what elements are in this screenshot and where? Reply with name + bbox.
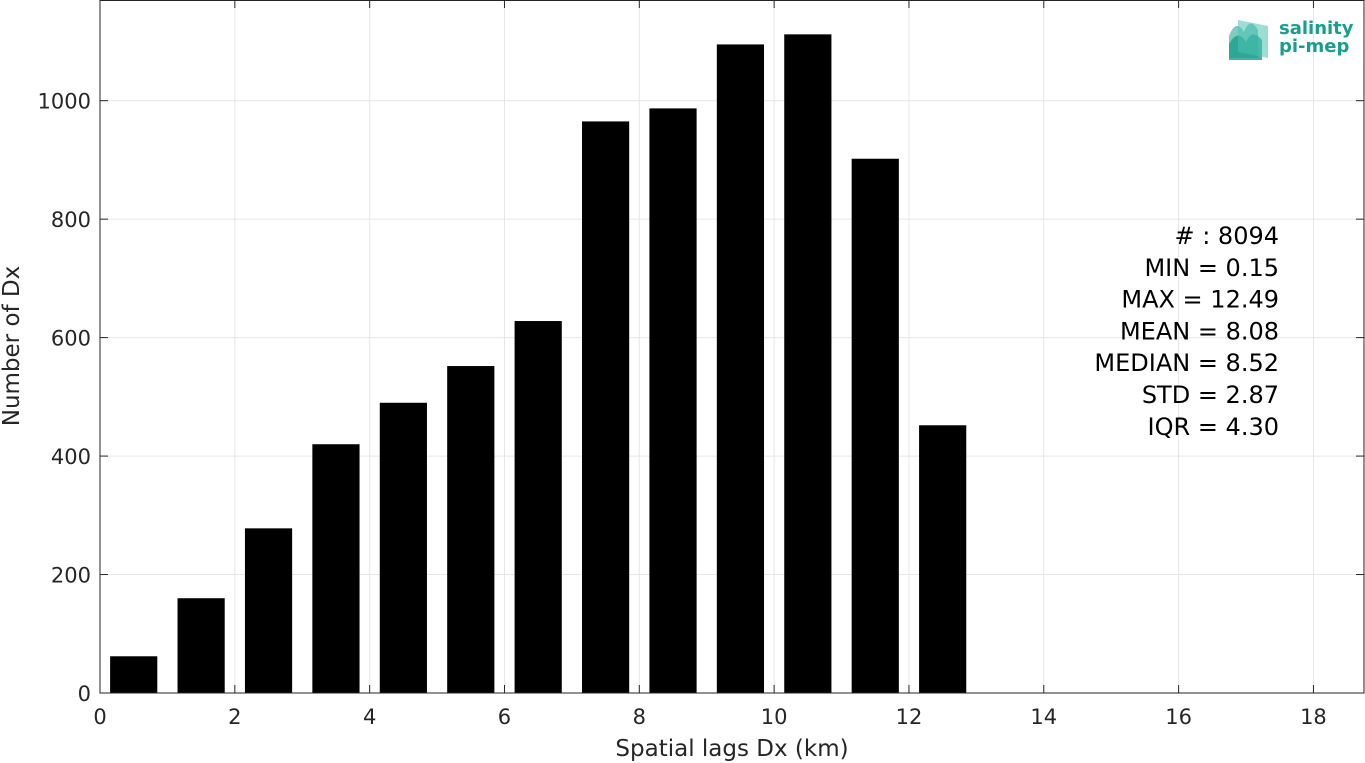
plot-frame [99,0,1365,694]
y-tick-label: 200 [51,564,91,588]
statistic-line: STD = 2.87 [1142,381,1279,409]
logo-text-line2: pi-mep [1279,36,1349,57]
tick-labels: 0 2 4 6 8 10 12 14 16 18 0 200 400 600 800 1000 [38,90,1327,729]
x-tick-label: 12 [896,705,923,729]
statistic-line: MEDIAN = 8.52 [1094,349,1279,377]
histogram-bar [582,121,630,693]
histogram-bar [851,158,899,693]
statistic-line: # : 8094 [1174,222,1279,250]
x-tick-label: 0 [93,705,106,729]
y-tick-label: 800 [51,208,91,232]
histogram-bar [919,425,967,693]
y-axis-label: Number of Dx [0,266,25,427]
x-tick-label: 8 [633,705,646,729]
statistic-line: MIN = 0.15 [1144,254,1279,282]
histogram-bar [379,402,427,693]
x-tick-label: 2 [228,705,241,729]
histogram-bar [244,528,293,693]
statistics-annotation: # : 8094 MIN = 0.15 MAX = 12.49 MEAN = 8.08… [1094,222,1279,441]
bars [110,34,967,694]
histogram-bar [110,656,158,693]
statistic-line: MAX = 12.49 [1121,286,1279,314]
salinity-pi-mep-logo: salinity pi-mep [1229,18,1354,60]
histogram-bar [649,108,697,693]
logo-waves-icon [1229,20,1268,60]
axes [99,0,1365,694]
y-tick-label: 400 [51,445,91,469]
x-tick-label: 4 [363,705,376,729]
statistic-line: MEAN = 8.08 [1120,317,1279,345]
x-tick-label: 16 [1165,705,1192,729]
y-tick-label: 1000 [38,90,91,114]
y-tick-label: 600 [51,327,91,351]
histogram-bar [177,598,225,693]
x-tick-label: 10 [761,705,788,729]
x-axis-label: Spatial lags Dx (km) [615,736,848,762]
histogram-bar [312,444,360,693]
y-tick-label: 0 [78,682,91,706]
histogram-bar [716,44,765,693]
histogram-bar [514,321,562,693]
histogram-bar [784,34,832,694]
x-tick-label: 14 [1030,705,1057,729]
histogram-bar [447,366,495,693]
logo-text-line1: salinity [1279,18,1354,39]
x-tick-label: 6 [498,705,511,729]
x-tick-label: 18 [1300,705,1327,729]
statistic-line: IQR = 4.30 [1148,413,1279,441]
